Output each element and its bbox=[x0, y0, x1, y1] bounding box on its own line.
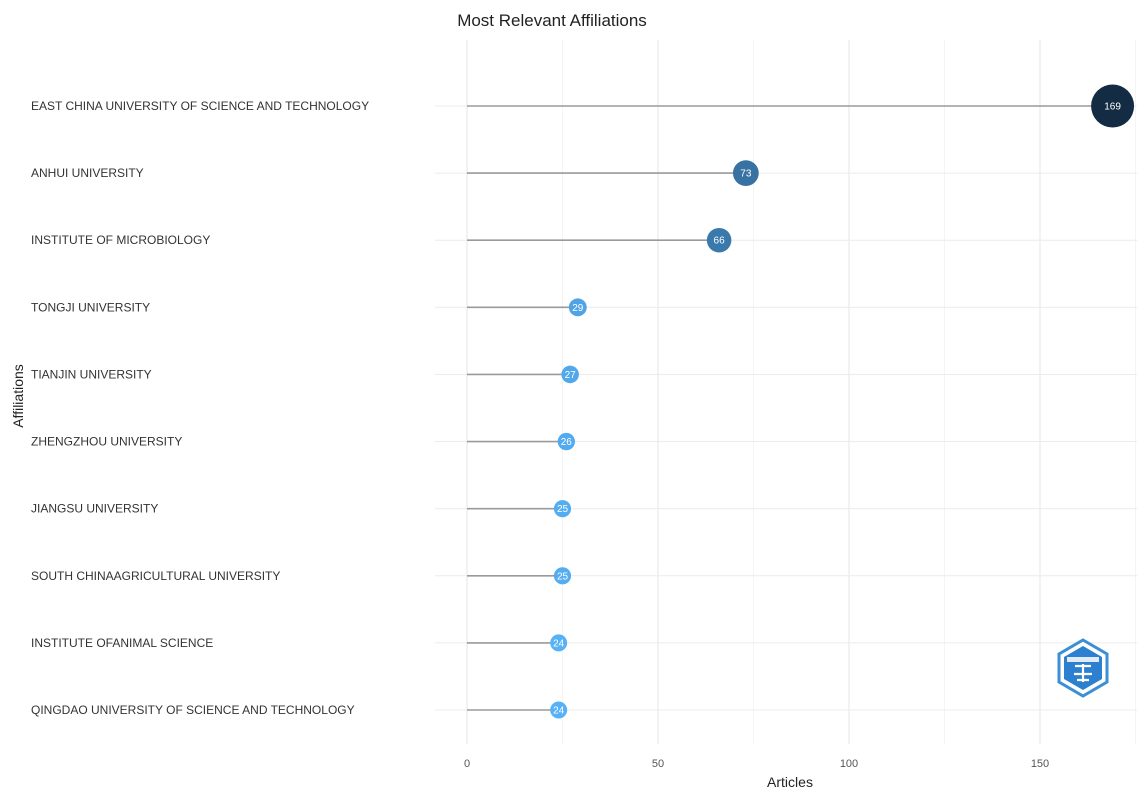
dot-value-label: 66 bbox=[714, 236, 726, 247]
lollipop-dot bbox=[1091, 84, 1135, 128]
category-label: INSTITUTE OF MICROBIOLOGY bbox=[31, 233, 210, 247]
category-labels: EAST CHINA UNIVERSITY OF SCIENCE AND TEC… bbox=[31, 99, 369, 717]
lollipop-dots: 169 73 66 29 27 26 25 25 24 24 bbox=[550, 84, 1135, 719]
x-tick-label: 150 bbox=[1031, 758, 1049, 770]
category-label: ZHENGZHOU UNIVERSITY bbox=[31, 435, 182, 449]
lollipop-dot bbox=[561, 365, 579, 384]
category-label: QINGDAO UNIVERSITY OF SCIENCE AND TECHNO… bbox=[31, 703, 355, 717]
chart-title: Most Relevant Affiliations bbox=[457, 11, 647, 30]
dot-value-label: 25 bbox=[557, 571, 569, 582]
lollipop-dot bbox=[550, 634, 568, 652]
x-tick-label: 0 bbox=[464, 758, 470, 770]
lollipop-stems bbox=[467, 105, 1113, 711]
dot-value-label: 24 bbox=[553, 706, 565, 717]
lollipop-dot bbox=[553, 500, 572, 518]
hexagon-logo-icon bbox=[1057, 638, 1109, 698]
category-label: JIANGSU UNIVERSITY bbox=[31, 502, 158, 516]
x-tick-label: 50 bbox=[652, 758, 664, 770]
x-tick-label: 100 bbox=[840, 758, 858, 770]
y-axis-title: Affiliations bbox=[10, 364, 26, 428]
category-label: EAST CHINA UNIVERSITY OF SCIENCE AND TEC… bbox=[31, 99, 369, 113]
dot-value-label: 29 bbox=[572, 303, 584, 314]
dot-value-label: 27 bbox=[565, 370, 577, 381]
dot-value-label: 26 bbox=[561, 437, 573, 448]
category-label: ANHUI UNIVERSITY bbox=[31, 166, 144, 180]
grid bbox=[435, 40, 1137, 744]
category-label: TONGJI UNIVERSITY bbox=[31, 300, 150, 314]
dot-value-label: 169 bbox=[1104, 102, 1121, 113]
lollipop-dot bbox=[550, 701, 568, 719]
x-axis-title: Articles bbox=[767, 774, 813, 790]
lollipop-dot bbox=[557, 432, 575, 451]
lollipop-dot bbox=[568, 298, 587, 317]
category-label: INSTITUTE OFANIMAL SCIENCE bbox=[31, 636, 213, 650]
category-label: SOUTH CHINAAGRICULTURAL UNIVERSITY bbox=[31, 569, 280, 583]
lollipop-dot bbox=[706, 227, 732, 253]
lollipop-dot bbox=[732, 160, 759, 187]
dot-value-label: 24 bbox=[553, 638, 565, 649]
dot-value-label: 73 bbox=[740, 169, 752, 180]
x-tick-labels: 0 50 100 150 bbox=[464, 758, 1049, 770]
category-label: TIANJIN UNIVERSITY bbox=[31, 367, 152, 381]
lollipop-dot bbox=[553, 567, 572, 585]
dot-value-label: 25 bbox=[557, 504, 569, 515]
